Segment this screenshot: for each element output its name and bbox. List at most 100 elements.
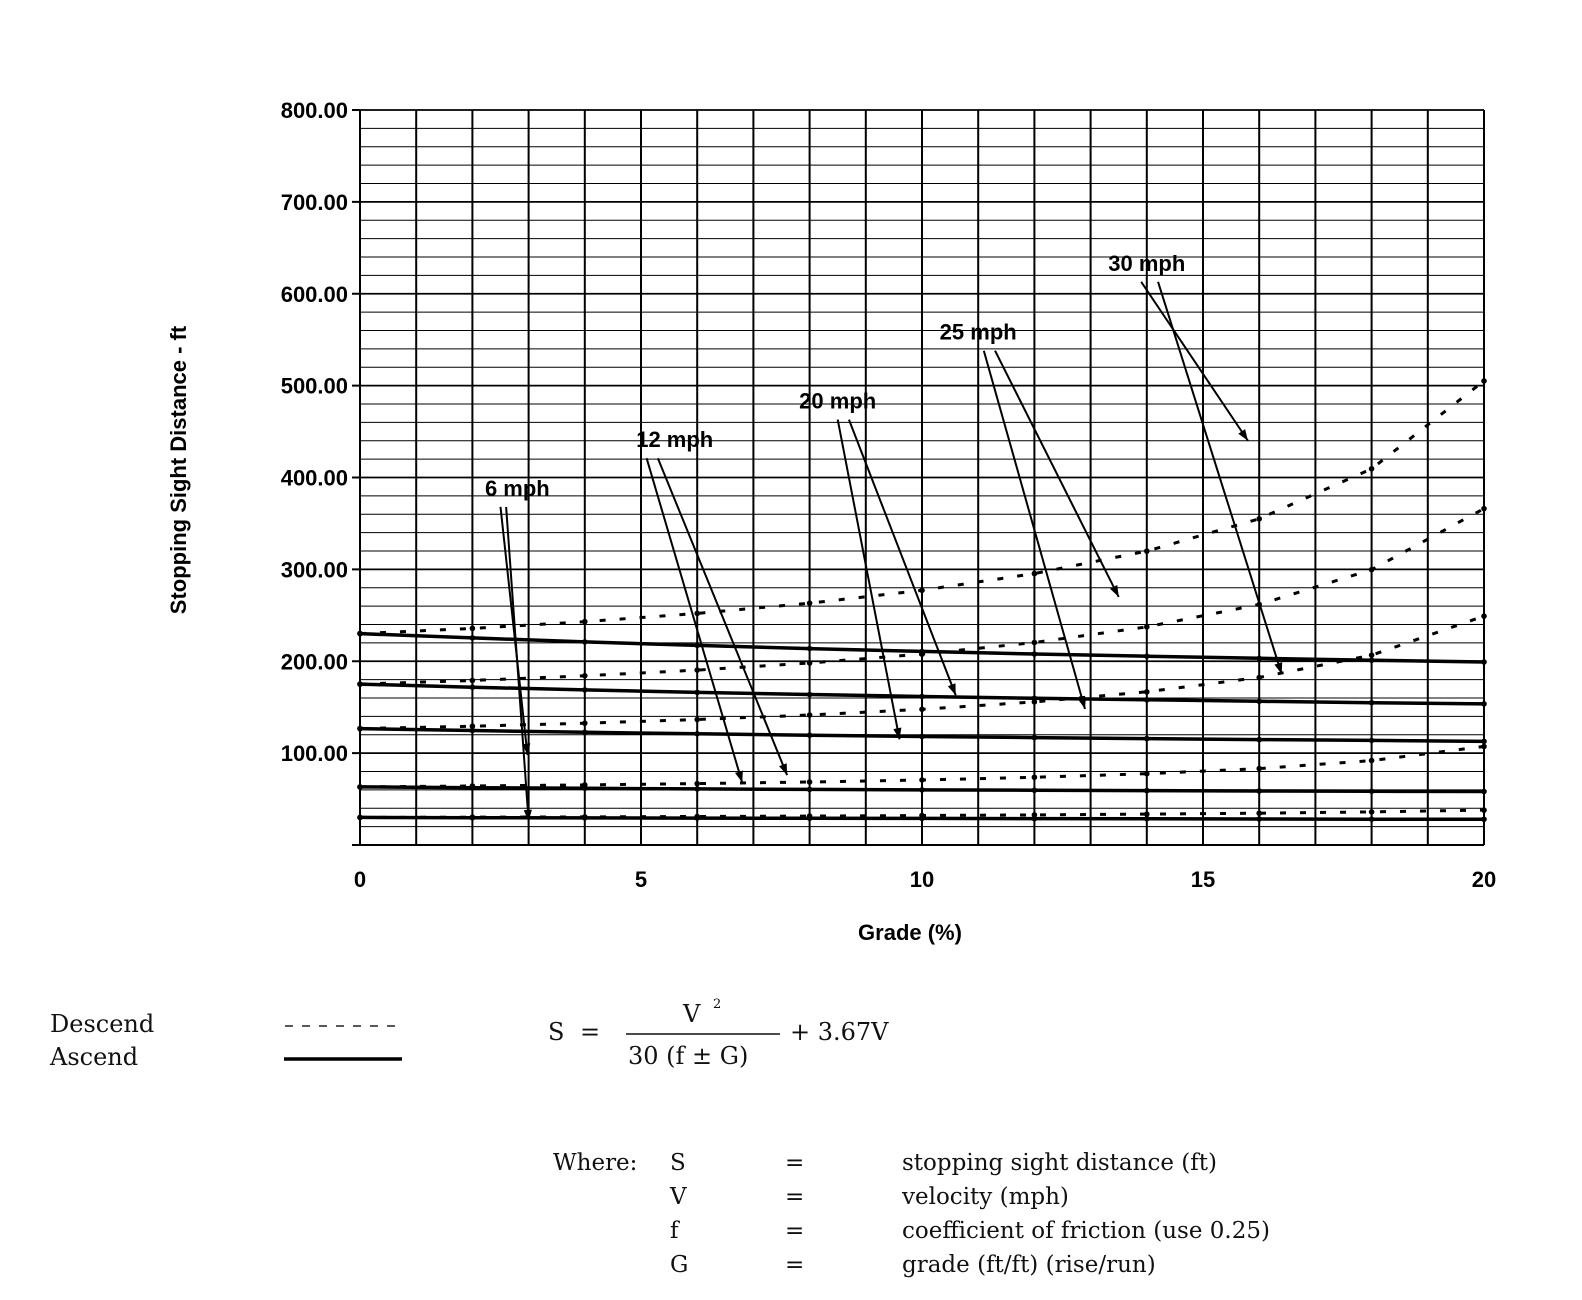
speed-label: 30 mph	[1108, 251, 1185, 276]
descend-data-point	[1481, 613, 1487, 619]
formula-denominator: 30 (f ± G)	[628, 1042, 748, 1070]
ascend-data-point	[1144, 816, 1150, 822]
speed-label-arrow	[1140, 281, 1249, 442]
speed-label-arrowhead	[779, 763, 788, 776]
where-definition: grade (ft/ft) (rise/run)	[902, 1252, 1156, 1278]
speed-label-arrowhead	[947, 683, 956, 696]
axes	[352, 109, 1484, 846]
descend-data-point	[919, 587, 925, 594]
speed-label-arrow	[982, 350, 1086, 710]
where-symbol: S	[670, 1150, 686, 1176]
speed-label-arrowhead	[1238, 429, 1248, 441]
ascend-data-point	[1368, 788, 1375, 795]
descend-data-point	[469, 677, 476, 684]
ascend-data-point	[919, 787, 925, 793]
descend-data-point	[1031, 774, 1038, 781]
ascend-data-point	[919, 693, 925, 700]
speed-label-arrow	[505, 506, 530, 822]
ascend-data-point	[694, 815, 700, 821]
ascend-data-point	[582, 815, 588, 821]
tick-labels: 100.00 200.00 300.00 400.00 500.00 600.00 700.…	[281, 98, 1497, 892]
speed-label: 6 mph	[485, 476, 550, 501]
descend-data-point	[1144, 624, 1150, 630]
ascend-data-point	[1368, 657, 1375, 664]
ascend-data-point	[806, 786, 813, 793]
speed-label: 12 mph	[636, 427, 713, 452]
descend-data-point	[1031, 639, 1038, 646]
descend-data-point	[806, 600, 813, 606]
speed-label-arrowhead	[735, 770, 743, 783]
x-tick-label: 15	[1191, 867, 1215, 892]
ascend-data-point	[1144, 697, 1150, 703]
x-tick-label: 0	[354, 867, 366, 892]
descend-data-point	[1368, 566, 1375, 573]
ascend-data-point	[582, 687, 588, 693]
y-tick-label: 800.00	[281, 98, 348, 123]
x-tick-label: 20	[1472, 867, 1496, 892]
descend-data-point	[582, 672, 588, 679]
descend-data-point	[1481, 378, 1487, 384]
formula-exponent: 2	[713, 997, 721, 1012]
ascend-data-point	[1144, 787, 1150, 794]
descend-data-point	[582, 618, 588, 625]
descend-data-point	[806, 779, 813, 785]
ascend-data-point	[582, 639, 588, 645]
ascend-data-point	[806, 645, 813, 652]
ascend-data-point	[806, 815, 813, 822]
descend-data-point	[469, 625, 476, 632]
where-equals: =	[785, 1218, 805, 1244]
speed-labels: 6 mph 12 mph 20 mph 25 mph 30 mph	[485, 251, 1283, 822]
descend-data-point	[1368, 652, 1375, 658]
descend-data-point	[694, 716, 700, 723]
descend-data-point	[1481, 743, 1487, 750]
legend-descend-label: Descend	[50, 1010, 154, 1038]
speed-label-arrow	[499, 506, 529, 756]
where-equals: =	[785, 1150, 805, 1176]
formula-lhs: S	[548, 1018, 564, 1046]
ascend-data-point	[1256, 736, 1262, 743]
formula-tail: + 3.67V	[790, 1018, 889, 1046]
ascend-data-point	[1144, 735, 1150, 742]
ascend-data-point	[1031, 734, 1038, 741]
where-definition: stopping sight distance (ft)	[902, 1150, 1217, 1176]
x-tick-label: 10	[910, 867, 934, 892]
ascend-data-point	[1256, 816, 1262, 822]
where-label: Where:	[553, 1150, 638, 1176]
descend-data-point	[806, 712, 813, 718]
ascend-data-point	[1481, 816, 1487, 823]
ascend-data-point	[1481, 738, 1487, 745]
ascend-data-point	[1256, 698, 1262, 705]
ascend-data-point	[1481, 701, 1487, 707]
series-layer	[357, 378, 1487, 823]
descend-data-point	[1031, 570, 1038, 577]
ascend-data-point	[1256, 788, 1262, 794]
descend-data-point	[1481, 505, 1487, 512]
y-tick-label: 700.00	[281, 190, 348, 215]
speed-label-arrow	[848, 419, 957, 696]
descend-data-point	[1256, 765, 1262, 772]
ascend-data-point	[469, 635, 476, 641]
ascend-data-point	[1481, 788, 1487, 795]
speed-label-arrowhead	[1110, 585, 1119, 597]
descend-data-point	[1144, 548, 1150, 554]
where-symbol: V	[670, 1184, 687, 1210]
ascend-data-point	[469, 684, 476, 690]
descend-data-point	[919, 706, 925, 713]
y-tick-label: 100.00	[281, 741, 348, 766]
ascend-data-point	[469, 784, 476, 791]
ascend-data-point	[806, 732, 813, 739]
descend-data-point	[582, 720, 588, 726]
where-symbol: f	[670, 1218, 679, 1244]
descend-data-point	[1368, 809, 1375, 815]
ascend-data-point	[469, 814, 476, 821]
speed-label-arrow	[645, 457, 744, 783]
x-axis-title: Grade (%)	[858, 920, 962, 945]
ascend-data-point	[919, 648, 925, 655]
descend-data-point	[694, 610, 700, 617]
ascend-data-point	[694, 689, 700, 696]
descend-data-point	[1256, 516, 1262, 522]
y-tick-label: 200.00	[281, 649, 348, 674]
ascend-data-point	[1031, 651, 1038, 657]
speed-label-arrow	[656, 457, 789, 776]
ascend-data-point	[1368, 737, 1375, 744]
